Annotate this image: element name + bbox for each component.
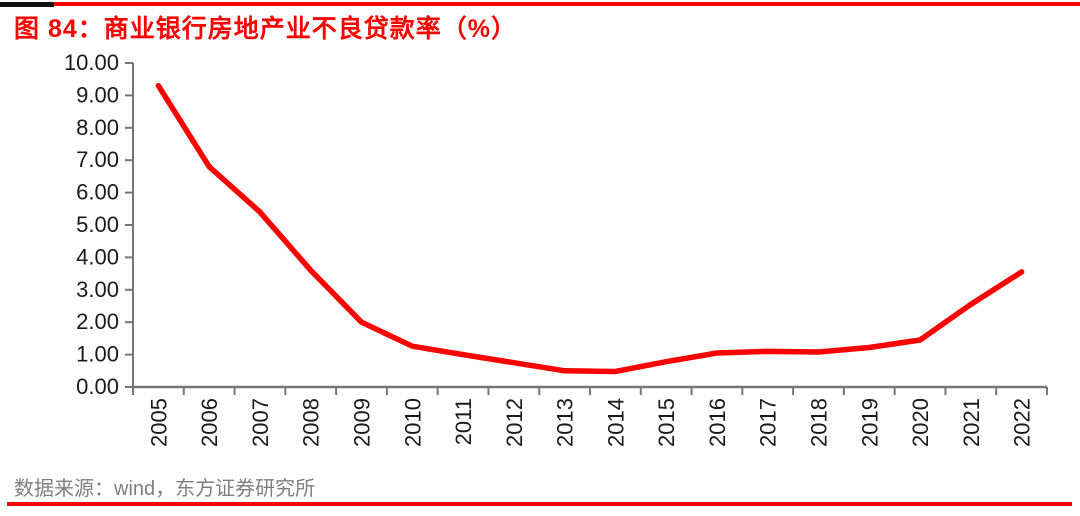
- x-tick-label: 2016: [705, 398, 730, 447]
- y-tick-label: 9.00: [76, 82, 119, 107]
- top-red-rule: [0, 2, 1080, 6]
- x-tick-label: 2020: [908, 398, 933, 447]
- y-tick-label: 7.00: [76, 147, 119, 172]
- y-tick-label: 3.00: [76, 277, 119, 302]
- figure-title: 图 84：商业银行房地产业不良贷款率（%）: [14, 15, 517, 43]
- x-tick-label: 2007: [248, 398, 273, 447]
- y-tick-label: 0.00: [76, 374, 119, 399]
- y-tick-label: 10.00: [64, 50, 119, 75]
- x-tick-label: 2014: [603, 398, 628, 447]
- series-line-npl-rate: [155, 82, 1025, 375]
- y-tick-label: 1.00: [76, 342, 119, 367]
- y-tick-label: 5.00: [76, 212, 119, 237]
- x-tick-label: 2008: [299, 398, 324, 447]
- x-tick-label: 2009: [350, 398, 375, 447]
- x-tick-label: 2005: [146, 398, 171, 447]
- x-tick-label: 2011: [451, 398, 476, 445]
- x-tick-label: 2013: [553, 398, 578, 447]
- x-tick-label: 2022: [1010, 398, 1035, 447]
- x-tick-label: 2015: [654, 398, 679, 447]
- y-tick-label: 2.00: [76, 309, 119, 334]
- top-rule-dark-segment: [0, 2, 54, 7]
- x-tick-label: 2019: [857, 398, 882, 447]
- x-tick-label: 2017: [756, 398, 781, 447]
- x-tick-label: 2021: [959, 398, 984, 447]
- x-tick-label: 2018: [807, 398, 832, 447]
- bottom-red-rule: [7, 502, 1072, 506]
- x-tick-label: 2010: [400, 398, 425, 447]
- x-tick-label: 2006: [197, 398, 222, 447]
- x-tick-label: 2012: [502, 398, 527, 447]
- data-source-note: 数据来源：wind，东方证券研究所: [14, 478, 316, 500]
- y-tick-label: 4.00: [76, 244, 119, 269]
- y-tick-label: 6.00: [76, 180, 119, 205]
- y-tick-label: 8.00: [76, 115, 119, 140]
